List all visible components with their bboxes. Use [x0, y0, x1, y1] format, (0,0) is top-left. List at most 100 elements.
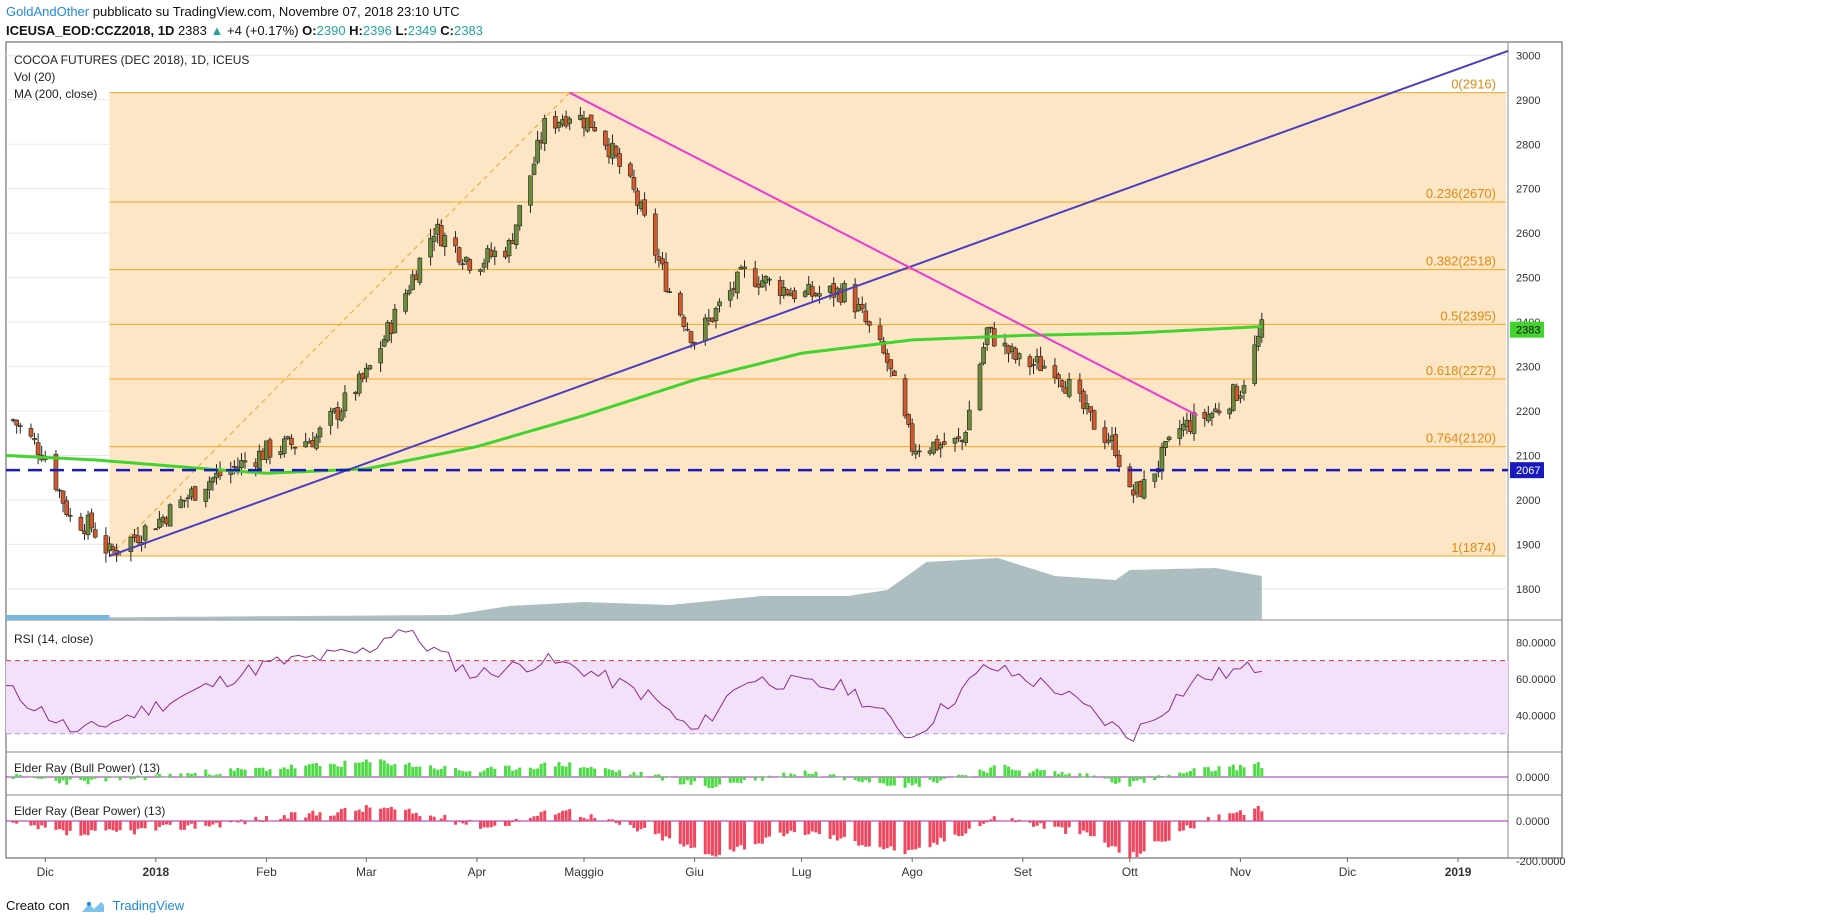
bull-bar: [29, 776, 33, 778]
candle-body: [339, 411, 344, 421]
bull-bar: [1217, 766, 1221, 777]
candle-body: [67, 514, 73, 517]
bull-bar: [36, 777, 40, 779]
bear-bar: [439, 818, 443, 821]
candle-body: [1152, 473, 1158, 482]
trendlines[interactable]: [6, 49, 1509, 557]
bear-bar: [1156, 821, 1160, 842]
bear-bar: [767, 821, 771, 837]
bear-bar: [361, 811, 365, 821]
bear-bar: [689, 821, 693, 849]
bull-bar: [953, 777, 957, 778]
bull-bar: [1178, 772, 1182, 777]
bull-bar: [161, 776, 165, 778]
bull-bar: [343, 760, 347, 777]
candle-body: [535, 139, 540, 163]
bear-bar: [29, 821, 33, 826]
time-tick-label: 2019: [1445, 865, 1472, 879]
candle-body: [531, 163, 537, 175]
bear-bar: [368, 807, 372, 821]
candle-body: [735, 271, 740, 294]
bear-bar: [967, 821, 971, 829]
bear-bar: [1114, 821, 1118, 847]
bull-bar: [882, 777, 886, 784]
bear-bar: [532, 816, 536, 821]
bull-bar: [382, 760, 386, 777]
candle-body: [1056, 374, 1061, 380]
bear-bar: [853, 821, 857, 842]
candle-body: [356, 373, 362, 394]
bear-bar: [639, 821, 643, 830]
fibonacci-retracement[interactable]: 0(2916) 0.236(2670) 0.382(2518) 0.5(2395) 0.…: [109, 77, 1507, 557]
bear-bar: [614, 821, 618, 824]
bull-bar: [289, 764, 293, 777]
candle-body: [727, 290, 733, 301]
candle-body: [242, 460, 248, 463]
bull-bar: [593, 768, 597, 777]
bull-bar: [835, 777, 839, 778]
bull-bar: [339, 766, 343, 777]
candle-body: [142, 525, 148, 541]
bull-bar: [43, 777, 47, 779]
bull-bar: [903, 777, 907, 788]
candle-body: [528, 175, 533, 206]
bear-bar: [168, 821, 172, 825]
bear-bar: [757, 821, 761, 844]
candle-body: [988, 326, 993, 329]
bull-bar: [186, 773, 190, 777]
bull-bar: [493, 768, 497, 777]
bear-bar: [589, 814, 593, 821]
candle-body: [64, 500, 69, 515]
candle-body: [628, 163, 633, 177]
bull-bar: [293, 768, 297, 777]
bear-bar: [236, 821, 240, 823]
time-tick-label: 2018: [142, 865, 169, 879]
bull-bar: [264, 771, 268, 777]
tradingview-link[interactable]: TradingView: [112, 898, 185, 913]
chart-canvas[interactable]: 0(2916) 0.236(2670) 0.382(2518) 0.5(2395) 0.…: [0, 0, 1828, 890]
bull-bar: [115, 776, 119, 777]
bull-bar: [279, 768, 283, 777]
bull-bar: [193, 773, 197, 777]
bear-bar: [732, 821, 736, 852]
bear-bar: [1053, 821, 1057, 827]
bull-bar: [1028, 772, 1032, 777]
bear-bar: [586, 819, 590, 821]
candle-body: [1084, 403, 1090, 410]
author-link[interactable]: GoldAndOther: [6, 4, 90, 19]
bull-bar: [767, 775, 771, 777]
bear-bar: [917, 821, 921, 848]
bear-bar: [143, 821, 147, 829]
candle-body: [328, 411, 333, 426]
price-tick-label: 2500: [1516, 273, 1540, 285]
candle-body: [642, 199, 647, 216]
bull-bar: [261, 767, 265, 777]
bull-bar: [1192, 768, 1196, 777]
bear-bar: [1178, 821, 1182, 832]
candle-body: [239, 460, 244, 468]
bear-bar: [11, 821, 15, 823]
bear-bar: [190, 821, 194, 824]
bull-bar: [268, 769, 272, 777]
bear-bar: [115, 821, 119, 832]
bear-bar: [1085, 821, 1089, 833]
bull-bar: [714, 777, 718, 787]
bull-bar: [461, 771, 465, 777]
candle-body: [1259, 319, 1265, 338]
bull-bar: [207, 774, 211, 777]
price-tick-label: 2200: [1516, 406, 1540, 418]
fib-level-label: 1(1874): [1451, 540, 1496, 555]
candle-body: [677, 292, 683, 316]
bear-bar: [1228, 813, 1232, 821]
bull-bar: [764, 776, 768, 778]
candle-body: [653, 213, 658, 256]
bear-bar: [1260, 811, 1264, 821]
bull-bar: [368, 762, 372, 777]
bear-bar: [232, 820, 236, 821]
candle-body: [381, 339, 387, 347]
bull-bar: [1185, 772, 1189, 777]
candle-body: [588, 114, 594, 129]
bear-bar: [518, 821, 522, 822]
bull-bar: [682, 777, 686, 785]
bear-bar: [832, 821, 836, 836]
